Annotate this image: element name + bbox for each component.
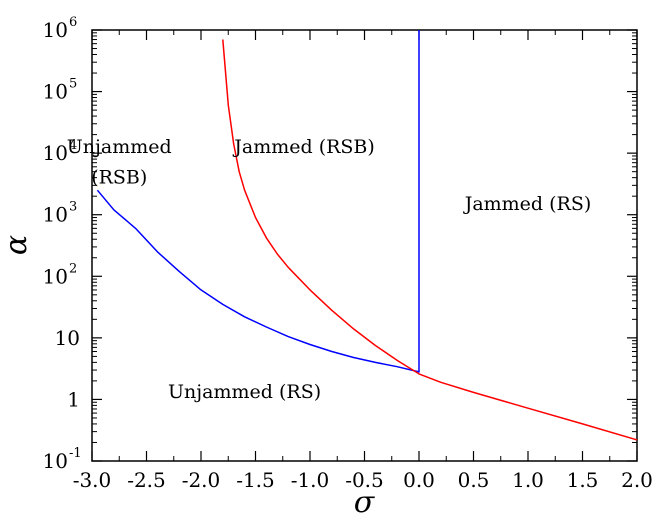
region-labels: Unjammed (RSB) Jammed (RSB) Unjammed (RS) Ja… xyxy=(67,136,592,403)
region-label: (RSB) xyxy=(91,167,147,189)
region-label: Unjammed (RS) xyxy=(168,381,321,403)
y-tick-label: 10 xyxy=(43,449,68,473)
x-tick-label: 2.0 xyxy=(621,468,653,492)
y-tick-label: 10 xyxy=(43,264,68,288)
series-line-1 xyxy=(96,30,420,373)
x-tick-label: 1.0 xyxy=(512,468,544,492)
axis-ticks xyxy=(91,29,638,462)
y-axis-label: α xyxy=(0,235,34,255)
x-axis-label: σ xyxy=(354,485,376,520)
x-tick-label: -1.5 xyxy=(236,468,275,492)
region-label: Jammed (RSB) xyxy=(232,136,375,158)
y-tick-label: 1 xyxy=(67,387,80,411)
y-tick-exponent: 4 xyxy=(69,138,77,153)
x-tick-label: -2.5 xyxy=(127,468,166,492)
x-tick-label: 1.5 xyxy=(567,468,599,492)
x-tick-label: 0.5 xyxy=(458,468,490,492)
y-tick-exponent: 5 xyxy=(69,77,77,92)
x-tick-label: 0.0 xyxy=(403,468,435,492)
x-tick-label: -3.0 xyxy=(73,468,112,492)
region-label: Jammed (RS) xyxy=(463,193,592,215)
x-tick-label: -0.5 xyxy=(345,468,384,492)
region-label: Unjammed xyxy=(67,136,172,158)
y-tick-label: 10 xyxy=(55,326,80,350)
x-tick-label: -2.0 xyxy=(182,468,221,492)
y-tick-exponent: 6 xyxy=(69,15,77,30)
y-tick-label: 10 xyxy=(43,141,68,165)
series-layer xyxy=(96,30,638,441)
series-line-2 xyxy=(222,39,638,441)
x-tick-labels: -3.0 -2.5 -2.0 -1.5 -1.0 -0.5 0.0 0.5 1.0 1.5 2.0 xyxy=(73,468,653,492)
x-tick-label: -1.0 xyxy=(291,468,330,492)
y-tick-exponent: -1 xyxy=(69,446,82,461)
y-tick-label: 10 xyxy=(43,80,68,104)
y-tick-label: 10 xyxy=(43,18,68,42)
y-tick-exponent: 3 xyxy=(69,200,77,215)
y-tick-label: 10 xyxy=(43,203,68,227)
y-tick-exponent: 2 xyxy=(69,261,77,276)
